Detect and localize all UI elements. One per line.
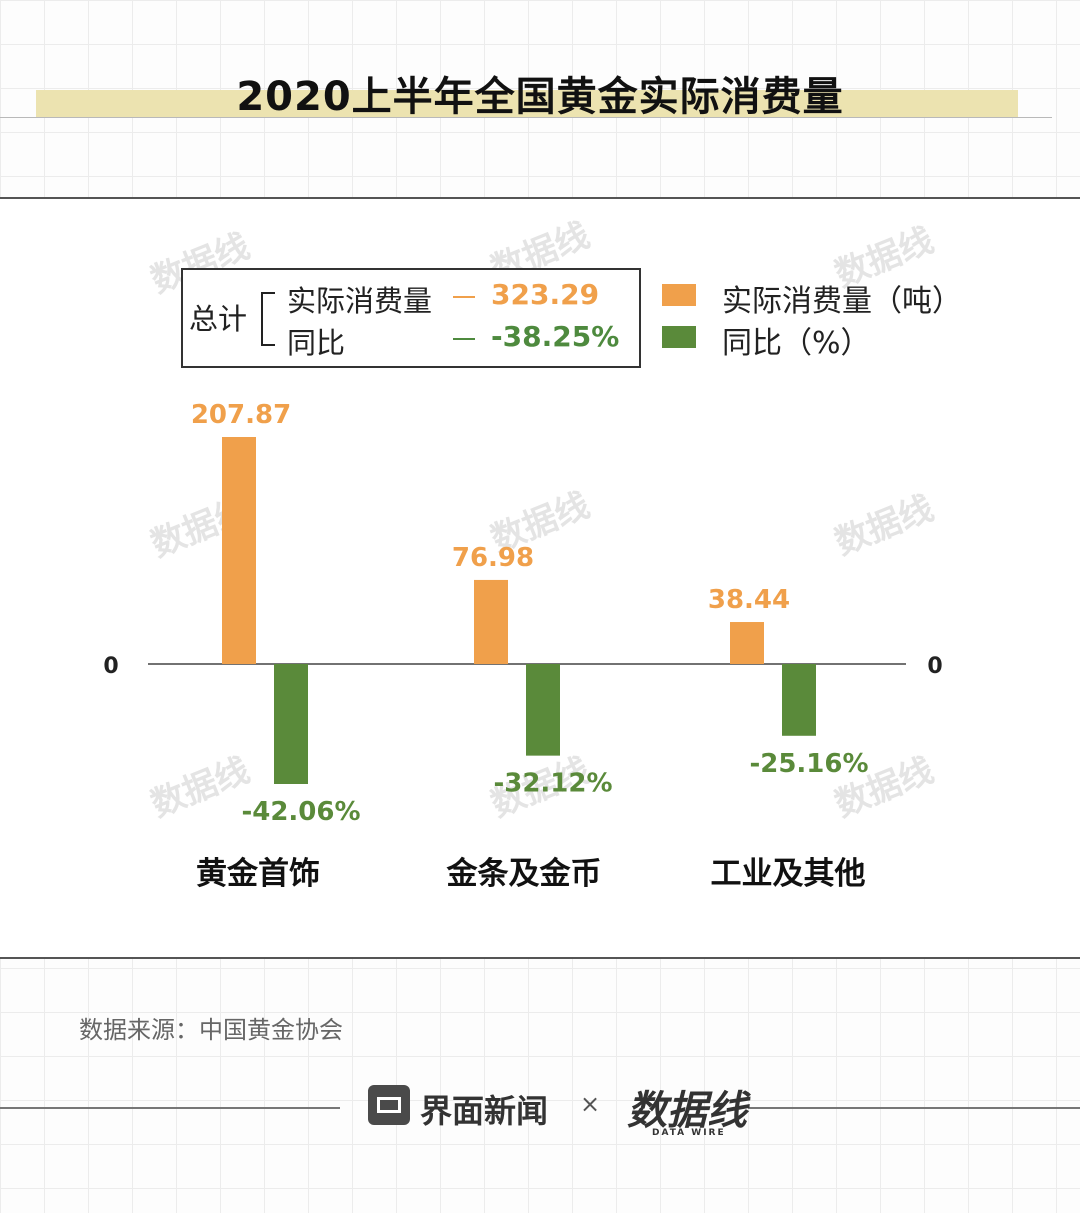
footer-divider-left <box>0 1107 340 1109</box>
title-highlight-band <box>36 90 1018 118</box>
footer-divider-right <box>748 1107 1080 1109</box>
summary-consumption-label: 实际消费量 <box>287 284 433 318</box>
legend-swatch-consumption <box>662 284 696 306</box>
bar-consumption <box>730 622 764 664</box>
summary-yoy-value: -38.25% <box>491 320 620 353</box>
bar-yoy <box>274 664 308 784</box>
datawire-logo-subtitle: DATA WIRE <box>652 1128 726 1138</box>
data-label-yoy: -42.06% <box>241 797 360 827</box>
brand-name: 界面新闻 <box>420 1092 549 1130</box>
data-source-note: 数据来源：中国黄金协会 <box>79 1016 343 1044</box>
data-label-yoy: -32.12% <box>493 769 612 799</box>
jiemian-logo-icon <box>368 1085 410 1125</box>
category-label: 金条及金币 <box>446 856 602 892</box>
bar-consumption <box>474 579 508 664</box>
legend-swatch-yoy <box>662 326 696 348</box>
right-axis-zero-label: 0 <box>927 654 942 679</box>
category-label: 工业及其他 <box>711 856 866 892</box>
times-symbol: × <box>580 1090 601 1118</box>
summary-yoy-dash <box>453 338 475 340</box>
legend-label-yoy: 同比（%） <box>722 326 871 361</box>
data-label-consumption: 38.44 <box>708 585 790 615</box>
datawire-logo: 数据线 <box>627 1088 747 1134</box>
summary-consumption-value: 323.29 <box>491 278 600 311</box>
left-axis-zero-label: 0 <box>103 654 118 679</box>
bar-consumption <box>222 437 256 664</box>
legend-label-consumption: 实际消费量（吨） <box>722 284 962 319</box>
summary-box: 总计 实际消费量 323.29 同比 -38.25% <box>181 268 641 368</box>
category-label: 黄金首饰 <box>196 856 320 892</box>
summary-total-label: 总计 <box>189 302 248 336</box>
data-label-consumption: 207.87 <box>191 400 291 430</box>
data-label-yoy: -25.16% <box>749 749 868 779</box>
summary-consumption-dash <box>453 296 475 298</box>
summary-yoy-label: 同比 <box>287 326 346 360</box>
page-title: 2020上半年全国黄金实际消费量 <box>236 74 844 120</box>
title-underline <box>0 117 1052 118</box>
bar-yoy <box>526 664 560 756</box>
data-label-consumption: 76.98 <box>452 543 534 573</box>
bar-yoy <box>782 664 816 736</box>
title-area: 2020上半年全国黄金实际消费量 <box>0 60 1080 122</box>
summary-bracket <box>261 292 275 346</box>
